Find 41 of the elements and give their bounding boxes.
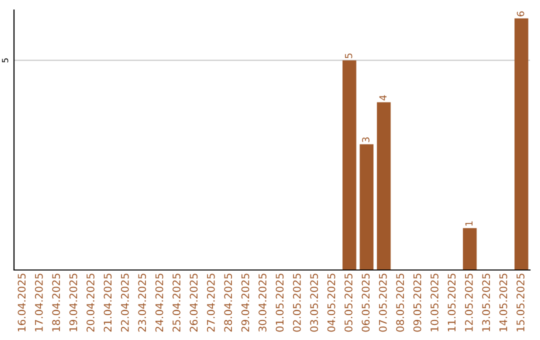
x-tick-label: 10.05.2025 [430, 274, 438, 332]
x-tick-label: 05.05.2025 [344, 274, 352, 332]
bar [514, 18, 528, 270]
x-tick-label: 21.04.2025 [104, 274, 112, 332]
x-tick-label: 28.04.2025 [224, 274, 232, 332]
data-label: 3 [362, 137, 370, 142]
x-tick-label: 22.04.2025 [120, 274, 129, 332]
data-label: 4 [379, 95, 386, 100]
x-tick-label: 08.05.2025 [396, 274, 404, 332]
x-tick-label: 03.05.2025 [310, 274, 318, 332]
x-tick-label: 09.05.2025 [413, 274, 422, 332]
x-tick-label: 18.04.2025 [52, 274, 60, 332]
x-tick-label: 16.04.2025 [18, 274, 26, 332]
x-tick-label: 24.04.2025 [155, 274, 164, 332]
data-label: 1 [465, 221, 472, 226]
x-tick-label: 04.05.2025 [327, 274, 336, 332]
x-tick-label: 27.04.2025 [206, 274, 215, 332]
x-tick-label: 20.04.2025 [86, 274, 94, 332]
x-tick-label: 29.04.2025 [241, 274, 250, 332]
x-tick-label: 07.05.2025 [378, 274, 387, 332]
x-tick-label: 15.05.2025 [516, 274, 524, 332]
x-tick-label: 30.04.2025 [258, 274, 266, 332]
x-tick-label: 01.05.2025 [276, 274, 284, 332]
data-label: 6 [516, 11, 524, 16]
x-tick-label: 26.04.2025 [190, 274, 198, 332]
x-tick-label: 17.04.2025 [34, 274, 43, 332]
x-tick-label: 06.05.2025 [362, 274, 370, 332]
ref-line-label: 5 [2, 58, 8, 62]
x-tick-label: 14.05.2025 [499, 274, 508, 332]
bar [342, 60, 356, 270]
x-tick-label: 11.05.2025 [448, 274, 456, 332]
x-tick-label: 19.04.2025 [69, 274, 78, 332]
x-tick-label: 13.05.2025 [482, 274, 490, 332]
bar [376, 102, 391, 270]
x-tick-label: 23.04.2025 [138, 274, 146, 332]
data-label: 5 [344, 54, 352, 58]
x-tick-label: 12.05.2025 [464, 274, 473, 332]
x-tick-label: 25.04.2025 [172, 274, 180, 332]
x-tick-label: 02.05.2025 [292, 274, 301, 332]
bar [462, 228, 477, 270]
bar [360, 144, 374, 270]
